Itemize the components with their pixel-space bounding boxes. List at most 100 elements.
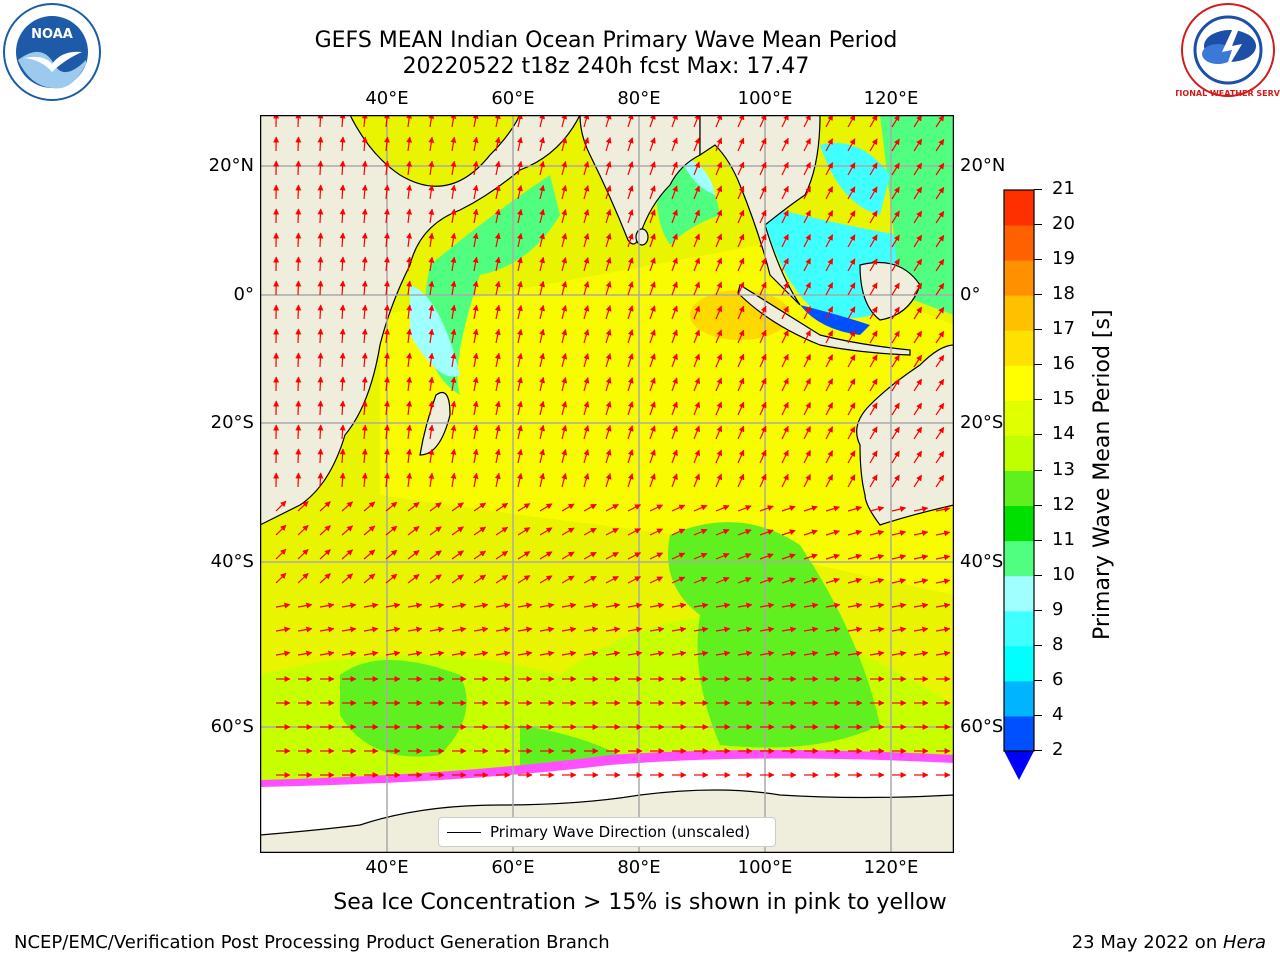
wave-arrow [472, 256, 479, 272]
wave-arrow [715, 233, 723, 248]
wave-arrow [361, 232, 368, 248]
colorbar-label: Primary Wave Mean Period [s] [1090, 309, 1115, 640]
wave-arrow [451, 650, 467, 657]
wave-arrow [406, 184, 413, 200]
wave-arrow [803, 529, 818, 536]
wave-arrow [341, 573, 354, 584]
wave-arrow [363, 626, 379, 633]
wave-arrow [428, 304, 435, 320]
wave-arrow [825, 210, 834, 224]
wave-arrow [737, 401, 745, 416]
wave-arrow [825, 378, 834, 392]
wave-arrow [406, 232, 413, 248]
wave-arrow [494, 256, 501, 272]
wave-arrow [385, 626, 401, 633]
wave-arrow [737, 161, 745, 176]
wave-arrow [539, 472, 546, 488]
wave-arrow [935, 474, 945, 488]
wave-arrow [339, 184, 346, 200]
wave-arrow [869, 330, 878, 344]
wave-arrow [649, 329, 656, 344]
wave-arrow [539, 424, 546, 440]
wave-arrow [539, 650, 555, 657]
wave-arrow [847, 306, 856, 320]
wave-arrow [472, 352, 479, 368]
wave-arrow [383, 280, 390, 296]
lat-label-right: 60°S [960, 716, 1004, 737]
map-border [260, 115, 954, 853]
wave-arrow [494, 328, 501, 344]
wave-arrow [803, 650, 819, 657]
wave-arrow [339, 160, 346, 176]
wave-arrow [693, 425, 700, 440]
wave-arrow [406, 424, 413, 440]
wave-arrow [759, 626, 775, 633]
footer-date: 23 May 2022 on [1071, 932, 1223, 953]
wave-arrow [759, 553, 774, 560]
wave-arrow [649, 281, 656, 296]
wave-arrow [516, 304, 523, 320]
wave-arrow [341, 602, 357, 609]
wave-arrow [803, 553, 818, 560]
colorbar-tick-mark [1034, 469, 1042, 471]
wave-arrow [361, 472, 368, 488]
wave-arrow [693, 257, 700, 272]
wave-arrow [781, 650, 797, 657]
wave-arrow [583, 527, 597, 536]
wave-arrow [516, 448, 523, 464]
land-india [579, 115, 701, 245]
wave-arrow [847, 426, 856, 440]
wave-arrow [781, 209, 789, 224]
wave-arrow [539, 136, 546, 152]
wave-arrow [495, 602, 511, 609]
wave-arrow [803, 602, 819, 609]
wave-arrow [759, 209, 767, 224]
wave-arrow [649, 353, 656, 368]
wave-arrow [803, 115, 811, 128]
wave-arrow [561, 160, 568, 176]
wave-arrow [363, 501, 376, 512]
wave-arrow [517, 650, 533, 657]
wave-arrow [693, 650, 709, 657]
wave-arrow [649, 161, 656, 176]
period-region-8s-somalia [410, 285, 460, 377]
wave-arrow [561, 352, 568, 368]
wave-arrow [516, 208, 523, 224]
wave-arrow [781, 305, 789, 320]
lon-label-top: 60°E [491, 88, 535, 109]
wave-arrow [339, 136, 346, 152]
wave-arrow [472, 232, 479, 248]
wave-arrow [781, 473, 789, 488]
wave-arrow [472, 280, 479, 296]
colorbar-tick-label: 4 [1052, 703, 1064, 725]
wave-arrow [847, 210, 856, 224]
wave-arrow [693, 305, 700, 320]
wave-arrow [913, 426, 923, 440]
colorbar-segment [1004, 505, 1034, 542]
wave-arrow [428, 232, 435, 248]
wave-arrow [935, 650, 951, 657]
wave-arrow [803, 577, 818, 584]
lon-label-bottom: 120°E [863, 857, 919, 878]
wave-arrow [361, 424, 368, 440]
wave-arrow [494, 136, 501, 152]
wave-arrow [715, 305, 723, 320]
wave-arrow [781, 137, 789, 152]
wave-arrow [891, 402, 900, 416]
wave-arrow [450, 160, 457, 176]
wave-arrow [339, 232, 346, 248]
wave-arrow [317, 472, 324, 488]
wave-arrow [517, 575, 531, 584]
wave-arrow [627, 425, 634, 440]
colorbar-segment [1004, 715, 1034, 752]
wave-arrow [847, 450, 856, 464]
wave-arrow [825, 577, 840, 584]
colorbar-segment [1004, 400, 1034, 436]
wave-arrow [583, 473, 590, 488]
wave-arrow [605, 527, 619, 536]
wave-arrow [715, 504, 730, 512]
wave-arrow [891, 210, 900, 224]
wave-arrow [671, 626, 687, 633]
lat-label-left: 20°S [210, 412, 254, 433]
wave-arrow [473, 502, 487, 512]
